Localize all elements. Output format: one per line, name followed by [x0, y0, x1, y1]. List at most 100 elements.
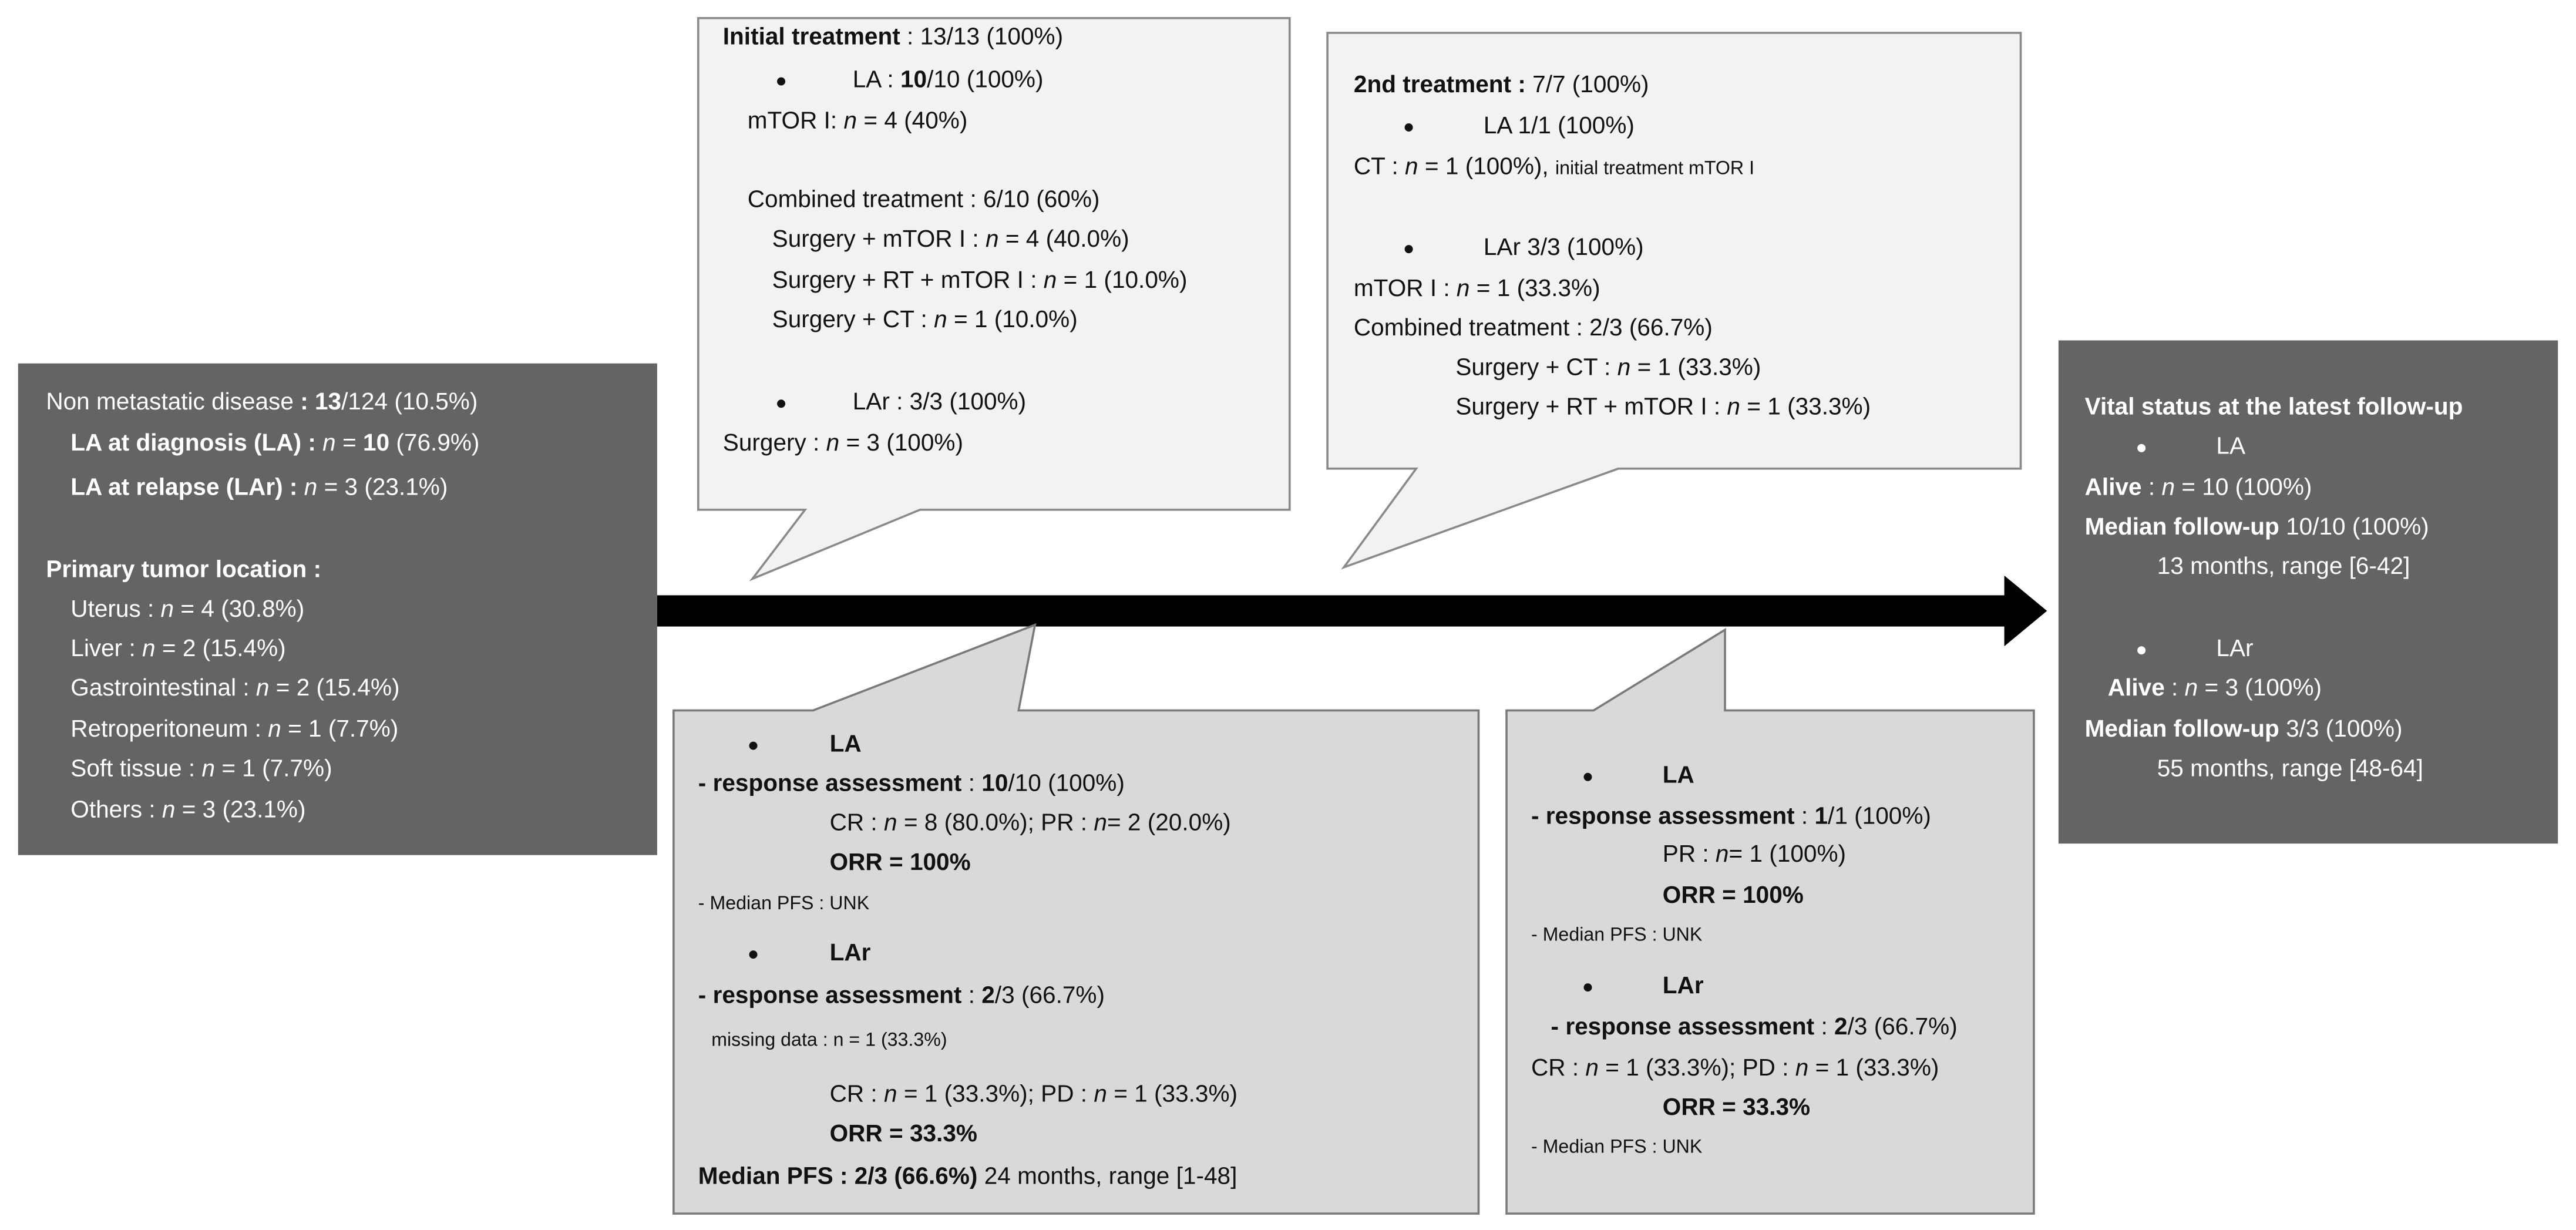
text-line: PR : n= 1 (100%) [1663, 841, 1846, 870]
text-run: n [160, 597, 174, 624]
text-line: LA at relapse (LAr) : n = 3 (23.1%) [70, 473, 448, 503]
text-run: 2 [1834, 1014, 1848, 1041]
text-line: - Median PFS : UNK [1531, 1131, 1702, 1162]
text-run: LAr 3/3 (100%) [1483, 235, 1644, 262]
text-line: - response assessment : 2/3 (66.7%) [698, 982, 1105, 1011]
callout-second-treatment [1326, 32, 2022, 570]
text-run: n [1585, 1056, 1599, 1083]
text-line: ORR = 100% [1663, 882, 1804, 911]
text-run: Alive [2107, 676, 2165, 703]
text-run: = 3 (23.1%) [175, 797, 306, 824]
text-run: Median follow-up [2084, 717, 2279, 744]
text-run: 10/10 (100%) [2279, 515, 2429, 542]
text-run: LA : [852, 67, 900, 94]
text-run: 10 [363, 431, 390, 458]
text-run: Surgery + RT + mTOR I : [1455, 394, 1727, 421]
text-run: Initial treatment [722, 24, 900, 51]
bullet [1404, 122, 1413, 131]
text-run: = 2 (15.4%) [155, 636, 286, 663]
text-line: LAr 3/3 (100%) [1484, 234, 1644, 263]
bullet [1404, 244, 1413, 253]
text-run: = 1 (33.3%); PD : [897, 1082, 1094, 1108]
text-run: (76.9%) [389, 431, 480, 458]
text-run: n [304, 475, 318, 502]
text-line: LA [2216, 432, 2245, 462]
text-run: CT : [1353, 154, 1405, 181]
text-run: Liver : [70, 636, 143, 663]
text-run: - response assessment [1551, 1014, 1815, 1041]
text-line: Surgery : n = 3 (100%) [723, 429, 963, 459]
text-line: Median PFS : 2/3 (66.6%) 24 months, rang… [698, 1162, 1237, 1192]
callout-initial-treatment [697, 16, 1291, 582]
text-run: Vital status at the latest follow-up [2084, 394, 2463, 421]
text-line: CR : n = 1 (33.3%); PD : n = 1 (33.3%) [830, 1080, 1237, 1110]
text-run: = 1 (33.3%) [1808, 1056, 1939, 1083]
text-line: Combined treatment : 2/3 (66.7%) [1354, 314, 1713, 344]
text-run: n [883, 1082, 897, 1108]
text-run: n [826, 431, 840, 458]
text-run: : 13/13 (100%) [900, 24, 1064, 51]
text-line: LA 1/1 (100%) [1484, 112, 1635, 141]
bullet [776, 76, 785, 85]
text-line: Liver : n = 2 (15.4%) [70, 635, 285, 664]
text-run: /3 (66.7%) [1847, 1014, 1958, 1041]
text-run: : [2141, 475, 2162, 502]
text-run: 2 [981, 983, 995, 1010]
text-run: ORR = 100% [1662, 883, 1804, 910]
text-run: : [2164, 676, 2185, 703]
text-line: missing data : n = 1 (33.3%) [711, 1024, 947, 1056]
text-run: LAr [2216, 636, 2254, 663]
text-line: LAr [830, 939, 871, 969]
text-run: : [961, 983, 982, 1010]
text-line: CT : n = 1 (100%), initial treatment mTO… [1354, 153, 1754, 184]
text-line: LA [1663, 761, 1694, 791]
text-run: = 1 (10.0%) [1057, 268, 1188, 295]
text-run: LAr [829, 940, 871, 967]
text-run: 2nd treatment : [1353, 72, 1533, 99]
text-run: 1 [1814, 804, 1828, 831]
text-run: : [1814, 1014, 1835, 1041]
text-run: ORR = 33.3% [1662, 1095, 1811, 1122]
text-line: Alive : n = 10 (100%) [2085, 473, 2312, 503]
text-run: = 4 (40%) [857, 108, 968, 135]
left-panel-box [18, 363, 657, 855]
text-run: n [1795, 1056, 1809, 1083]
text-run: n [2161, 475, 2175, 502]
text-line: 55 months, range [48-64] [2157, 755, 2423, 784]
text-run: = 10 (100%) [2175, 475, 2312, 502]
text-run: Median follow-up [2084, 515, 2279, 542]
text-run: - response assessment [698, 983, 962, 1010]
text-run: n [162, 797, 176, 824]
text-run: n [1617, 355, 1631, 382]
text-run: ORR = 33.3% [829, 1121, 977, 1148]
text-run: n [934, 307, 947, 334]
text-line: Soft tissue : n = 1 (7.7%) [70, 755, 332, 784]
text-line: Surgery + mTOR I : n = 4 (40.0%) [772, 226, 1129, 255]
text-run: : 13 [300, 389, 342, 416]
text-run: CR : [829, 1082, 884, 1108]
text-run: n [1715, 842, 1729, 869]
text-run: n [883, 811, 897, 837]
text-run: Surgery + CT : [772, 307, 934, 334]
text-run: = 1 (7.7%) [215, 756, 332, 783]
text-run: = 1 (100%) [1728, 842, 1847, 869]
text-run: LAr [1662, 973, 1704, 1000]
text-run: = 3 (100%) [2198, 676, 2322, 703]
text-line: Median follow-up 10/10 (100%) [2085, 513, 2429, 542]
text-run: - Median PFS : UNK [1531, 1138, 1703, 1158]
text-run: n [1727, 394, 1741, 421]
text-run: = 1 (7.7%) [281, 717, 399, 744]
text-run: = 1 (33.3%) [1469, 276, 1600, 303]
text-run: LA [2216, 434, 2246, 461]
text-run: = 8 (80.0%); PR : [897, 811, 1094, 837]
text-run: n [1456, 276, 1470, 303]
text-run: Surgery + mTOR I : [772, 227, 986, 254]
text-run: Others : [70, 797, 162, 824]
text-run: 55 months, range [48-64] [2157, 756, 2423, 783]
text-line: CR : n = 1 (33.3%); PD : n = 1 (33.3%) [1531, 1054, 1939, 1083]
text-run: = 1 (33.3%) [1740, 394, 1871, 421]
text-run: LA at relapse (LAr) : [70, 475, 304, 502]
text-run: Combined treatment : 2/3 (66.7%) [1353, 315, 1713, 342]
text-run: - Median PFS : UNK [1531, 926, 1703, 946]
